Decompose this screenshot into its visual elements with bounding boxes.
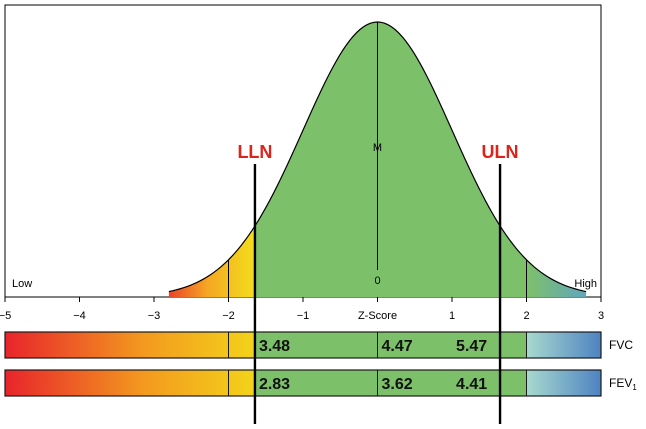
curve-fill-normal — [254, 22, 527, 297]
x-tick-label: 2 — [523, 310, 529, 322]
x-tick-label: −4 — [73, 310, 86, 322]
x-tick-label: −1 — [297, 310, 310, 322]
limit-lines: LLN ULN — [237, 142, 519, 424]
curve-fill-low — [168, 225, 255, 297]
bar-name-subscript: 1 — [632, 383, 637, 392]
bar-frame — [4, 331, 602, 359]
bar-segment — [254, 370, 527, 396]
mean-label: M — [373, 142, 382, 154]
corner-label-low: Low — [12, 278, 32, 290]
x-tick-label: 3 — [598, 310, 604, 322]
bar-value-label: 4.47 — [382, 338, 413, 355]
x-axis-ticks: −5 −4 −3 −2 −1 1 2 3 — [0, 297, 604, 322]
bar-segment — [526, 370, 601, 396]
x-tick-label: −2 — [222, 310, 235, 322]
limit-label-uln: ULN — [482, 142, 519, 162]
bar-value-label: 3.62 — [382, 376, 413, 393]
mean-zero-label: 0 — [374, 275, 380, 287]
bar-value-label: 4.41 — [456, 376, 487, 393]
bar-name-label: FVC — [609, 338, 633, 352]
reference-bars: 3.48 4.47 5.47 FVC 2.83 3.62 4.41 FEV1 — [4, 331, 637, 397]
x-tick-label: −3 — [148, 310, 161, 322]
x-tick-label: 1 — [449, 310, 455, 322]
bar-segment — [254, 332, 527, 358]
bar-value-label: 3.48 — [259, 338, 290, 355]
bar-segment — [526, 332, 601, 358]
x-tick-label: −5 — [0, 310, 11, 322]
bar-segment — [5, 332, 255, 358]
bar-value-label: 2.83 — [259, 376, 290, 393]
bar-frame — [4, 369, 602, 397]
corner-label-high: High — [574, 278, 597, 290]
curve-group — [168, 21, 587, 297]
bar-name-label: FEV1 — [609, 376, 637, 392]
bar-segment — [5, 370, 255, 396]
reference-bar-fvc: 3.48 4.47 5.47 FVC — [4, 331, 633, 359]
x-axis-label: Z-Score — [358, 310, 397, 322]
reference-bar-fev1: 2.83 3.62 4.41 FEV1 — [4, 369, 637, 397]
bar-value-label: 5.47 — [456, 338, 487, 355]
limit-label-lln: LLN — [237, 142, 272, 162]
